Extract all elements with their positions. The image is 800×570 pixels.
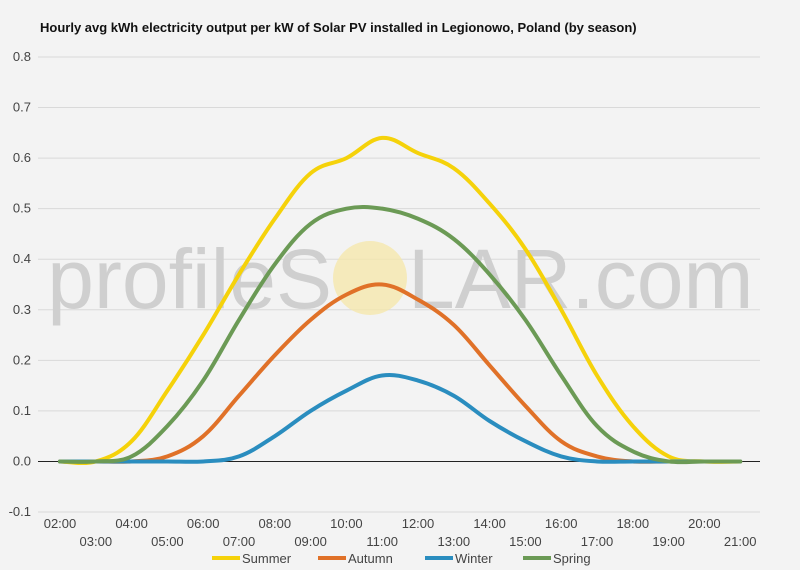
- y-tick-label: 0.7: [13, 100, 31, 115]
- watermark: profileS LAR.com: [47, 232, 753, 326]
- y-tick-label: 0.1: [13, 403, 31, 418]
- x-tick-label: 21:00: [724, 534, 757, 549]
- y-tick-label: 0.3: [13, 302, 31, 317]
- y-tick-label: 0.4: [13, 251, 31, 266]
- legend-label: Autumn: [348, 551, 393, 566]
- x-tick-label: 07:00: [223, 534, 256, 549]
- series-lines: [58, 135, 743, 466]
- legend-label: Winter: [455, 551, 493, 566]
- x-tick-label: 10:00: [330, 516, 363, 531]
- x-tick-label: 20:00: [688, 516, 721, 531]
- x-tick-label: 17:00: [581, 534, 614, 549]
- x-tick-label: 09:00: [294, 534, 327, 549]
- x-tick-label: 03:00: [80, 534, 113, 549]
- series-line-summer: [58, 135, 743, 466]
- x-tick-label: 08:00: [259, 516, 292, 531]
- legend-item-summer[interactable]: Summer: [212, 551, 292, 566]
- y-tick-label: 0.5: [13, 201, 31, 216]
- legend-item-spring[interactable]: Spring: [523, 551, 591, 566]
- legend-item-autumn[interactable]: Autumn: [318, 551, 393, 566]
- series-line-winter: [58, 373, 743, 464]
- x-tick-label: 02:00: [44, 516, 77, 531]
- legend-item-winter[interactable]: Winter: [425, 551, 493, 566]
- legend-label: Spring: [553, 551, 591, 566]
- x-tick-label: 19:00: [652, 534, 685, 549]
- y-tick-label: 0.6: [13, 150, 31, 165]
- watermark-text-left: profileS: [47, 232, 332, 326]
- series-line-spring: [58, 204, 743, 465]
- x-tick-label: 05:00: [151, 534, 184, 549]
- x-tick-label: 16:00: [545, 516, 578, 531]
- legend: Summer Autumn Winter Spring: [212, 551, 591, 566]
- y-tick-label: 0.8: [13, 49, 31, 64]
- x-tick-label: 15:00: [509, 534, 542, 549]
- axis-labels: -0.1 0.0 0.1 0.2 0.3 0.4 0.5 0.6 0.7 0.8 02:00 04:0…: [9, 49, 757, 549]
- gridlines: [38, 56, 760, 513]
- x-tick-label: 06:00: [187, 516, 220, 531]
- x-tick-label: 13:00: [438, 534, 471, 549]
- x-tick-label: 04:00: [115, 516, 148, 531]
- x-tick-label: 18:00: [617, 516, 650, 531]
- watermark-sun-icon: [333, 241, 407, 315]
- y-tick-label: -0.1: [9, 504, 31, 519]
- legend-label: Summer: [242, 551, 292, 566]
- x-tick-label: 11:00: [366, 534, 398, 549]
- chart-title: Hourly avg kWh electricity output per kW…: [40, 20, 637, 35]
- y-tick-label: 0.2: [13, 352, 31, 367]
- x-tick-label: 14:00: [473, 516, 506, 531]
- x-tick-label: 12:00: [402, 516, 435, 531]
- y-tick-label: 0.0: [13, 453, 31, 468]
